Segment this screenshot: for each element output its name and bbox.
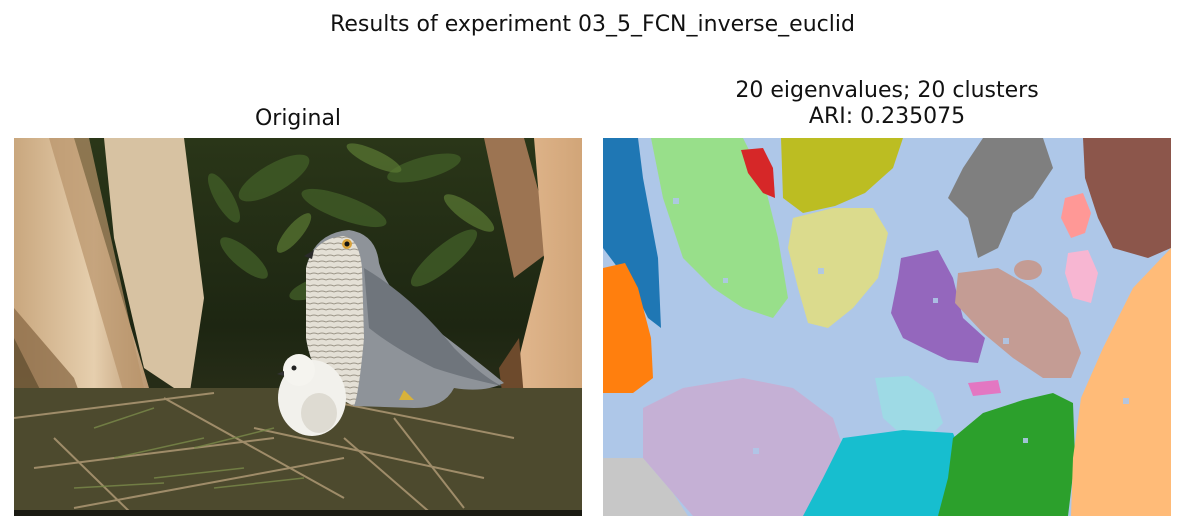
cluster-10 bbox=[891, 250, 985, 363]
segmentation-image bbox=[603, 138, 1171, 516]
segmentation-title-line2: ARI: 0.235075 bbox=[808, 104, 966, 129]
cluster-19 bbox=[603, 458, 688, 516]
cluster-11b bbox=[1014, 260, 1042, 280]
cluster-9 bbox=[603, 263, 653, 393]
cluster-15 bbox=[643, 378, 843, 516]
cluster-11 bbox=[955, 268, 1081, 378]
original-image-drawing bbox=[14, 138, 582, 516]
cluster-1 bbox=[603, 138, 661, 328]
cluster-13 bbox=[968, 380, 1001, 396]
cluster-18 bbox=[1071, 248, 1171, 516]
cluster-17 bbox=[938, 393, 1075, 516]
segmentation-panel-title: 20 eigenvalues; 20 clusters ARI: 0.23507… bbox=[603, 78, 1171, 130]
cluster-4 bbox=[781, 138, 903, 213]
cluster-7 bbox=[1061, 193, 1091, 238]
cluster-6 bbox=[948, 138, 1053, 258]
cluster-3 bbox=[741, 148, 775, 198]
figure-suptitle: Results of experiment 03_5_FCN_inverse_e… bbox=[330, 12, 855, 37]
cluster-16 bbox=[803, 430, 963, 516]
original-panel-title: Original bbox=[254, 106, 342, 131]
original-image bbox=[14, 138, 582, 516]
cluster-12 bbox=[1065, 250, 1098, 303]
cluster-8 bbox=[1083, 138, 1171, 258]
cluster-5 bbox=[788, 208, 888, 328]
segmentation-title-line1: 20 eigenvalues; 20 clusters bbox=[735, 78, 1039, 103]
cluster-14 bbox=[875, 376, 943, 438]
cluster-2 bbox=[651, 138, 788, 318]
segmentation-map bbox=[603, 138, 1171, 516]
